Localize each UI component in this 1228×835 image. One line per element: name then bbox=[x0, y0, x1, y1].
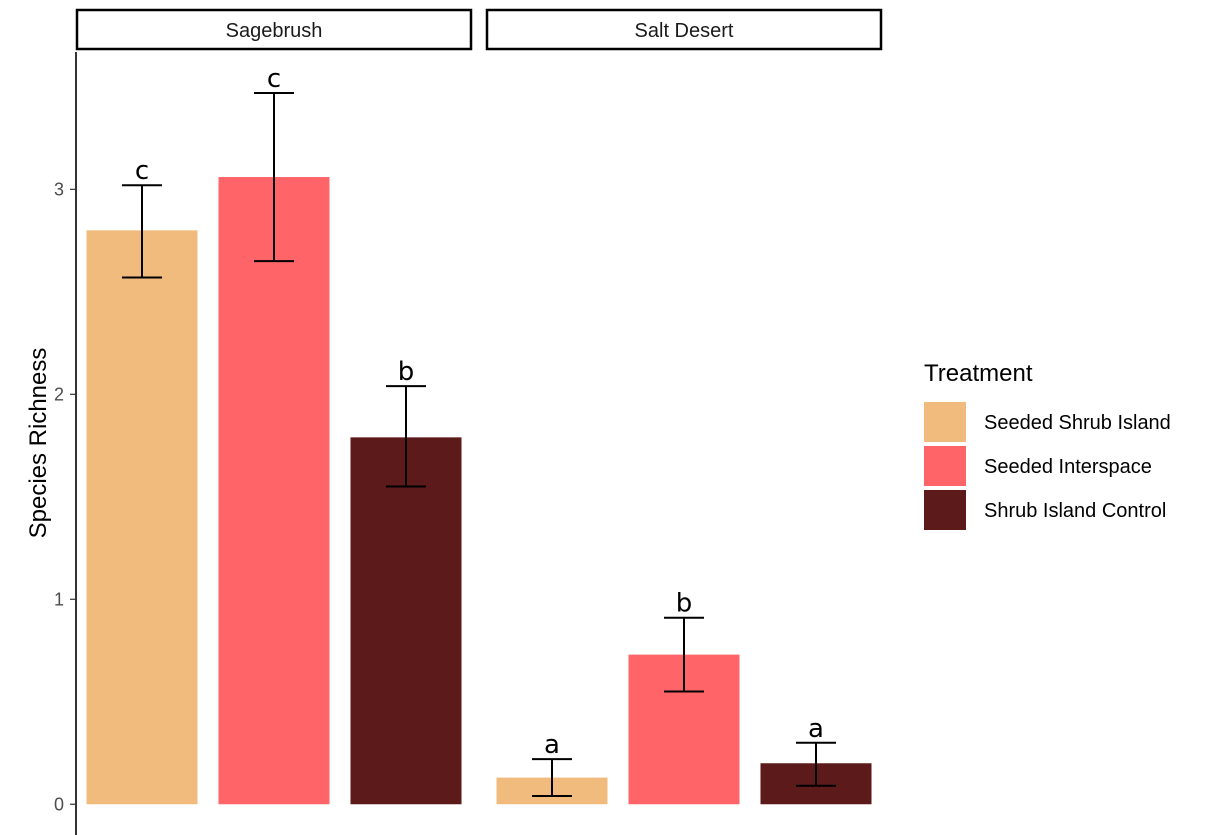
bar bbox=[218, 177, 330, 805]
facet-strip bbox=[75, 8, 473, 51]
significance-label: b bbox=[398, 357, 415, 387]
significance-label: b bbox=[676, 589, 693, 619]
facet-strip bbox=[485, 8, 883, 51]
y-tick-label: 2 bbox=[54, 384, 64, 404]
bar bbox=[86, 230, 198, 805]
legend-label: Seeded Shrub Island bbox=[984, 412, 1171, 434]
significance-label: c bbox=[135, 156, 149, 186]
legend: Treatment Seeded Shrub Island Seeded Inte… bbox=[924, 360, 1171, 530]
y-tick-label: 1 bbox=[54, 589, 64, 609]
y-axis: Species Richness 0 1 2 3 bbox=[25, 52, 77, 835]
legend-key bbox=[924, 490, 966, 530]
y-tick-label: 0 bbox=[54, 794, 64, 814]
legend-key bbox=[924, 402, 966, 442]
legend-title: Treatment bbox=[924, 360, 1033, 387]
facet-panel: Salt Desert a b a bbox=[485, 8, 883, 805]
facet-strip-label: Sagebrush bbox=[226, 20, 323, 42]
facet-strip-label: Salt Desert bbox=[635, 20, 734, 42]
facet-panels: Sagebrush c c b Salt Desert a b a bbox=[75, 8, 883, 805]
legend-label: Shrub Island Control bbox=[984, 500, 1166, 522]
significance-label: a bbox=[544, 730, 560, 760]
facet-panel: Sagebrush c c b bbox=[75, 8, 473, 805]
y-tick-label: 3 bbox=[54, 179, 64, 199]
significance-label: c bbox=[267, 64, 281, 94]
bar bbox=[350, 437, 462, 805]
significance-label: a bbox=[808, 714, 824, 744]
y-axis-title: Species Richness bbox=[25, 348, 52, 539]
legend-label: Seeded Interspace bbox=[984, 456, 1152, 478]
legend-key bbox=[924, 446, 966, 486]
